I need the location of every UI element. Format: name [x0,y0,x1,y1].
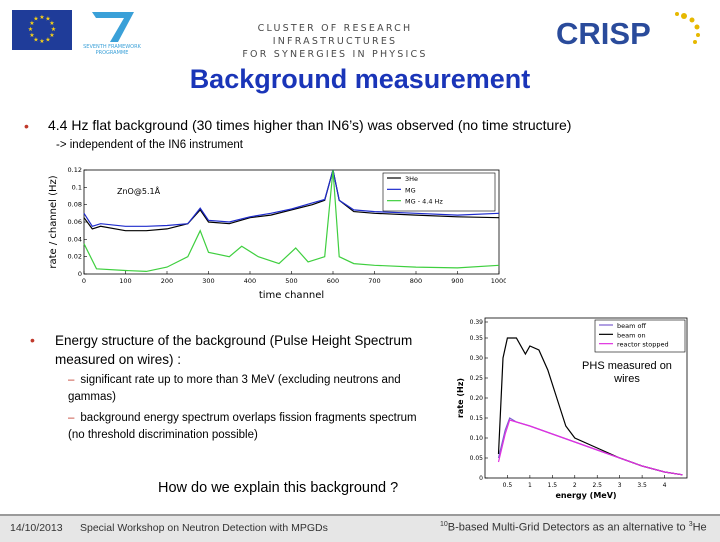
y-tick-label: 0.12 [68,166,82,174]
legend-entry: MG - 4.4 Hz [405,198,443,206]
cluster-heading: CLUSTER OF RESEARCH INFRASTRUCTURES FOR … [205,22,465,61]
x-axis-label: time channel [259,290,324,301]
svg-text:★: ★ [28,26,33,33]
y-tick-label: 0.39 [470,319,484,326]
footer-title: 10B-based Multi-Grid Detectors as an alt… [440,521,707,534]
svg-text:★: ★ [51,26,56,33]
footer-sup-3: 3 [688,521,693,528]
y-tick-label: 0.10 [470,435,484,442]
x-tick-label: 0.5 [503,482,513,489]
y-tick-label: 0.15 [470,415,484,422]
x-tick-label: 0 [82,277,86,285]
cluster-line-2: FOR SYNERGIES IN PHYSICS [242,49,428,60]
sub-bullet-1: – significant rate up to more than 3 MeV … [68,374,401,403]
x-tick-label: 1000 [491,277,506,285]
footer-title-main: B-based Multi-Grid Detectors as an alter… [447,521,689,534]
footer-workshop: Special Workshop on Neutron Detection wi… [80,522,328,534]
x-tick-label: 300 [202,277,214,285]
crisp-text: CRISP [556,16,651,51]
chart-annotation: ZnO@5.1Å [117,185,161,196]
x-tick-label: 3 [618,482,622,489]
svg-text:★: ★ [45,37,50,44]
svg-text:★: ★ [49,32,54,39]
y-tick-label: 0.25 [470,375,484,382]
y-tick-label: 0.08 [68,201,82,209]
fp7-text-2: PROGRAMME [96,50,129,56]
x-tick-label: 2.5 [592,482,602,489]
footer-title-end: He [692,521,707,534]
x-tick-label: 900 [451,277,463,285]
fp7-text-1: SEVENTH FRAMEWORK [83,44,141,50]
svg-text:★: ★ [29,20,34,27]
phs-note: PHS measured on wires [582,360,672,385]
y-tick-label: 0.02 [68,253,82,261]
y-tick-label: 0.06 [68,218,82,226]
legend-entry: reactor stopped [617,341,669,349]
legend-entry: beam off [617,322,646,330]
x-tick-label: 600 [327,277,339,285]
y-tick-label: 0.04 [68,235,82,243]
x-tick-label: 800 [410,277,422,285]
cluster-line-1: CLUSTER OF RESEARCH INFRASTRUCTURES [257,23,413,47]
bullet1-subtext: -> independent of the IN6 instrument [56,139,243,151]
x-tick-label: 4 [663,482,667,489]
fp7-logo: SEVENTH FRAMEWORK PROGRAMME [82,8,142,56]
y-tick-label: 0.1 [72,183,82,191]
y-axis-label: rate / channel (Hz) [48,175,59,268]
footer-date: 14/10/2013 [10,522,63,534]
svg-text:★: ★ [39,38,44,45]
time-channel-chart: 0 100 200 300 400 500 600 700 800 900 1000 0 0.02 0.0… [48,166,506,301]
legend-entry: 3He [405,175,418,183]
bullet2-text: Energy structure of the background (Puls… [55,333,413,367]
footer-bar [0,514,720,542]
sub-bullet-2: – background energy spectrum overlaps fis… [68,412,417,441]
legend-box [382,172,496,212]
x-tick-label: 400 [244,277,256,285]
series-line-1 [83,169,500,228]
svg-text:★: ★ [39,14,44,21]
eu-flag-logo: ★ ★ ★ ★ ★ ★ ★ ★ ★ ★ ★ ★ [12,10,72,50]
y-tick-label: 0.20 [470,395,484,402]
sub-bullet-2-text: background energy spectrum overlaps fiss… [68,412,417,441]
y-tick-label: 0.30 [470,355,484,362]
question-text: How do we explain this background ? [158,480,399,496]
sub-bullet-1-text: significant rate up to more than 3 MeV (… [68,374,401,403]
x-tick-label: 500 [285,277,297,285]
bullet-marker: • [30,332,35,348]
x-tick-label: 1.5 [548,482,558,489]
slide-title: Background measurement [189,64,531,94]
legend-entry: beam on [617,331,646,339]
svg-text:★: ★ [29,32,34,39]
series-line-2 [497,419,683,476]
crisp-logo: CRISP [556,8,706,52]
legend-entry: MG [405,186,416,194]
svg-text:★: ★ [33,16,38,23]
x-tick-label: 2 [573,482,577,489]
footer-sup-10: 10 [440,521,448,528]
x-tick-label: 100 [119,277,131,285]
y-tick-label: 0 [78,270,82,278]
y-tick-label: 0.05 [470,455,484,462]
bullet1-text: 4.4 Hz flat background (30 times higher … [48,117,572,133]
x-tick-label: 1 [528,482,532,489]
svg-text:★: ★ [49,20,54,27]
series-line-0 [83,169,500,232]
series-line-2 [83,169,500,273]
y-tick-label: 0.35 [470,335,484,342]
x-axis-label: energy (MeV) [555,491,616,500]
y-axis-label: rate (Hz) [456,378,465,418]
x-tick-label: 700 [368,277,380,285]
svg-text:★: ★ [45,16,50,23]
svg-text:★: ★ [33,37,38,44]
x-tick-label: 3.5 [637,482,647,489]
y-tick-label: 0 [479,475,483,482]
energy-spectrum-chart: 0.5 1 1.5 2 2.5 3 3.5 4 0 0.05 0.10 0.15 0.20 0.25 0.3… [456,317,688,500]
x-tick-label: 200 [161,277,173,285]
bullet-marker: • [24,118,29,134]
